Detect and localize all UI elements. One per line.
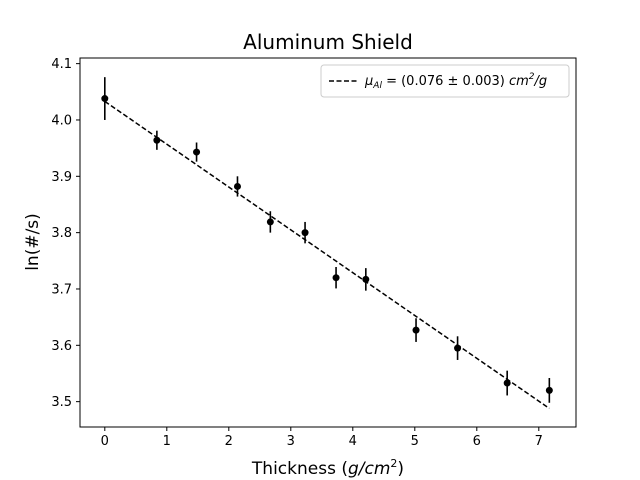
x-tick-label: 2	[225, 434, 233, 449]
x-tick-label: 1	[163, 434, 171, 449]
x-tick-label: 4	[349, 434, 357, 449]
x-tick-label: 6	[473, 434, 481, 449]
legend-box	[320, 64, 570, 98]
y-tick-label: 3.9	[51, 170, 72, 185]
x-axis: 0 1 2 3 4 5 6 7	[101, 427, 543, 449]
data-point	[454, 344, 462, 352]
fit-line	[104, 100, 550, 410]
y-axis-label: ln(#/s)	[23, 213, 43, 271]
x-tick-label: 3	[287, 434, 295, 449]
data-point	[101, 95, 109, 103]
data-point	[362, 275, 370, 283]
x-tick-label: 7	[535, 434, 543, 449]
data-point	[503, 379, 511, 387]
y-tick-label: 3.8	[51, 226, 72, 241]
data-point	[233, 182, 241, 190]
x-tick-label: 5	[411, 434, 419, 449]
y-tick-label: 3.5	[51, 395, 72, 410]
data-point	[332, 274, 340, 282]
x-tick-label: 0	[101, 434, 109, 449]
axes-frame	[79, 57, 577, 428]
data-point	[412, 326, 420, 334]
y-axis: 3.5 3.6 3.7 3.8 3.9 4.0 4.1	[51, 57, 80, 410]
data-point	[545, 386, 553, 394]
y-tick-label: 3.6	[51, 339, 72, 354]
legend: μAl = (0.076 ± 0.003) cm2/g	[320, 64, 570, 98]
data-point	[193, 148, 201, 156]
y-tick-label: 4.1	[51, 57, 72, 72]
chart-title: Aluminum Shield	[243, 30, 413, 54]
data-point	[301, 229, 309, 237]
y-tick-label: 3.7	[51, 282, 72, 297]
x-axis-label: Thickness (g/cm2)	[251, 457, 404, 479]
data-point	[153, 136, 161, 144]
legend-label: μAl = (0.076 ± 0.003) cm2/g	[364, 72, 547, 91]
data-point	[266, 218, 274, 226]
y-tick-label: 4.0	[51, 113, 72, 128]
plot-area	[101, 77, 553, 410]
